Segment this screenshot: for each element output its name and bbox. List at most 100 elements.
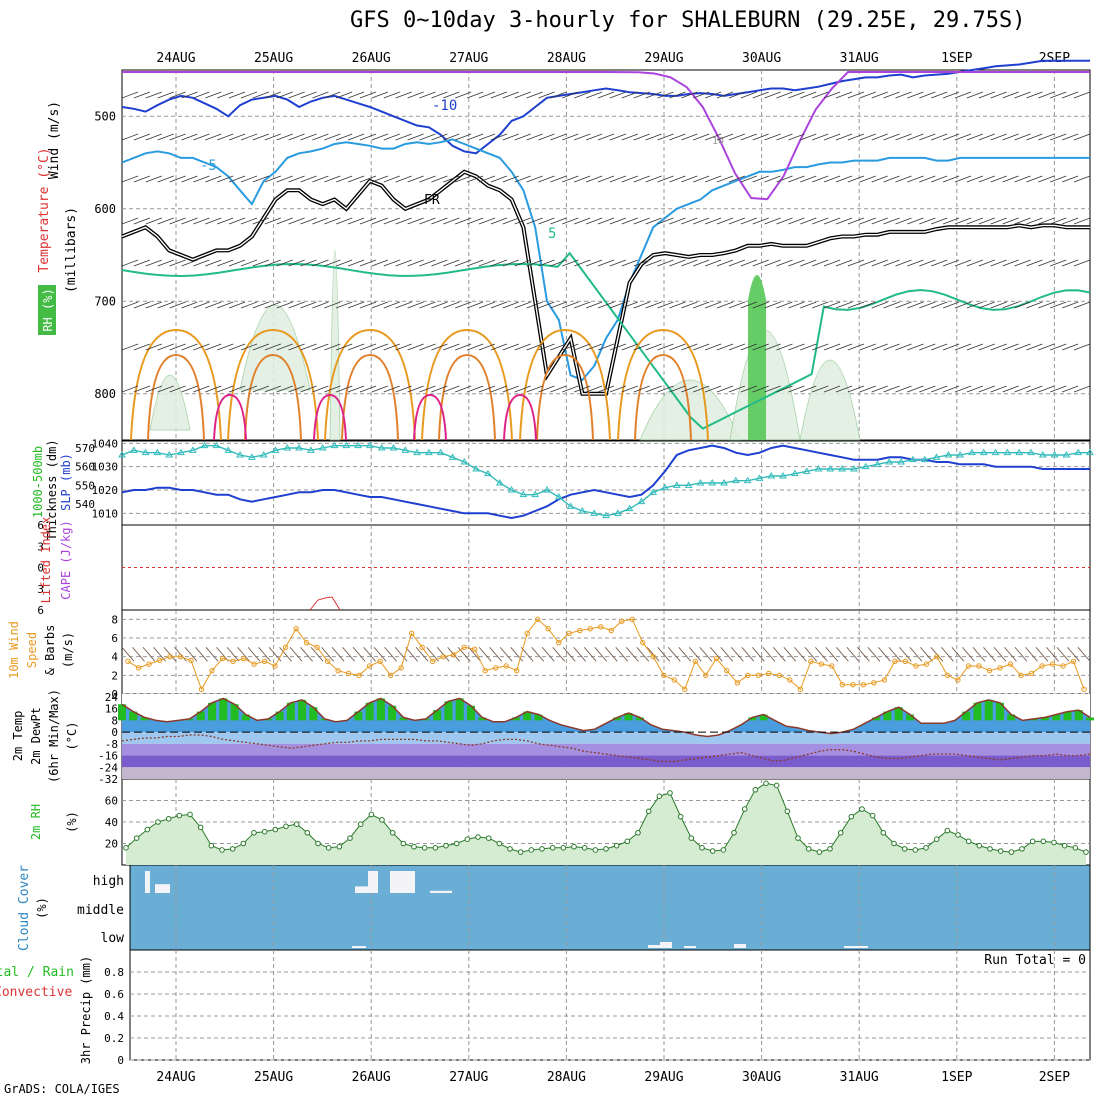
wind-barb bbox=[383, 385, 400, 393]
temp-line bbox=[121, 697, 1091, 738]
wind-barb bbox=[526, 133, 543, 141]
surface-wind-barb bbox=[794, 647, 807, 662]
wind-barb bbox=[217, 385, 234, 393]
wind-barb bbox=[383, 217, 400, 225]
wind-barb bbox=[526, 175, 543, 183]
wind-barb bbox=[502, 343, 519, 351]
wind-speed-marker bbox=[640, 639, 646, 646]
panel-frame bbox=[121, 609, 1091, 695]
wind-barb bbox=[395, 301, 412, 309]
wind-barb bbox=[526, 259, 543, 267]
wind-barb bbox=[657, 217, 674, 225]
wind-barb bbox=[443, 175, 460, 183]
wind-barb bbox=[1061, 175, 1079, 183]
wind-barb bbox=[538, 175, 555, 183]
wind-barb bbox=[562, 133, 579, 141]
wind-barb bbox=[1061, 301, 1079, 309]
rh-marker bbox=[357, 821, 364, 827]
precip-tick-label: 0.6 bbox=[104, 988, 124, 1001]
rh-marker bbox=[720, 847, 727, 853]
surface-wind-barb bbox=[625, 647, 639, 662]
low-cloud-bar bbox=[684, 946, 696, 948]
wind-barb bbox=[1026, 175, 1043, 183]
wind-barb bbox=[431, 259, 448, 267]
rh-marker bbox=[603, 846, 609, 852]
wind-barb bbox=[324, 259, 341, 267]
slp-line bbox=[121, 444, 1090, 520]
wind-barb bbox=[133, 301, 151, 309]
wind-barb bbox=[324, 91, 341, 99]
wind-speed-marker bbox=[661, 672, 667, 679]
low-cloud-bar bbox=[352, 946, 366, 948]
wind-barb bbox=[121, 133, 139, 141]
wind-barb bbox=[407, 217, 424, 225]
rh-marker bbox=[496, 840, 503, 847]
temperature-contour bbox=[519, 328, 611, 441]
wind-speed-marker bbox=[892, 658, 898, 665]
rh-marker bbox=[901, 846, 908, 852]
thickness-marker bbox=[850, 465, 858, 472]
wind-barb bbox=[1026, 301, 1043, 309]
wind-barb bbox=[502, 301, 519, 309]
wind-barb bbox=[942, 259, 960, 267]
wind-barb bbox=[740, 385, 757, 393]
wind-barb bbox=[871, 259, 888, 267]
rh-marker bbox=[709, 848, 716, 854]
wind-speed-marker bbox=[671, 677, 677, 683]
wind-barb bbox=[681, 301, 698, 309]
wind-barb bbox=[1061, 385, 1079, 393]
wind-barb bbox=[942, 217, 960, 225]
rh-marker bbox=[197, 824, 204, 831]
surface-wind-barb bbox=[688, 647, 702, 662]
wind-barb bbox=[859, 343, 876, 351]
thickness-axis-label: Thickness (dm) bbox=[45, 439, 59, 540]
temperature-contour bbox=[503, 393, 537, 441]
cloud-level-label: high bbox=[93, 874, 124, 889]
li-tick-label: 3 bbox=[37, 540, 44, 553]
thickness-tick-label: 540 bbox=[75, 498, 95, 511]
thickness-marker bbox=[578, 507, 587, 514]
wind-speed-marker bbox=[471, 646, 478, 652]
wind-barb bbox=[907, 133, 924, 141]
cape-axis-label: CAPE (J/kg) bbox=[59, 520, 73, 599]
rh-marker bbox=[133, 835, 140, 841]
wind-barb bbox=[371, 259, 389, 267]
wind-barb bbox=[371, 385, 389, 393]
wind-barb bbox=[312, 259, 329, 267]
wind-barb bbox=[383, 175, 400, 183]
wind-barb bbox=[193, 259, 210, 267]
wind-barb bbox=[145, 385, 162, 393]
dewpt-axis-label: 2m DewPt bbox=[29, 707, 43, 765]
wind-barb bbox=[181, 301, 198, 309]
wind-barb bbox=[907, 259, 924, 267]
wind-barb bbox=[752, 385, 769, 393]
wind-barb bbox=[347, 343, 365, 351]
wind-barb bbox=[419, 133, 436, 141]
thickness-marker bbox=[625, 504, 634, 512]
wind-barb bbox=[169, 259, 186, 267]
wind-barb bbox=[371, 343, 389, 351]
wind-barb bbox=[252, 259, 270, 267]
wind-barb bbox=[776, 301, 793, 309]
rh-marker bbox=[560, 845, 567, 851]
thickness-marker bbox=[696, 479, 705, 486]
wind-barb bbox=[502, 91, 519, 99]
wind-barb bbox=[800, 259, 817, 267]
rh-marker bbox=[699, 845, 705, 851]
rh-marker bbox=[379, 817, 385, 823]
wind-barb bbox=[752, 217, 769, 225]
wind-barb bbox=[1050, 217, 1067, 225]
wind-barb bbox=[359, 301, 377, 309]
wind-barb bbox=[966, 301, 984, 309]
wind-barb bbox=[895, 91, 912, 99]
wind-barb bbox=[800, 133, 817, 141]
wind-tick-label: 6 bbox=[111, 632, 118, 645]
surface-wind-barb bbox=[699, 647, 713, 662]
wind-barb bbox=[574, 343, 591, 351]
wind-barb bbox=[931, 385, 948, 393]
wind-barb bbox=[1038, 91, 1055, 99]
wind-barb bbox=[455, 217, 472, 225]
wind-barb bbox=[574, 301, 591, 309]
surface-wind-barb bbox=[426, 647, 440, 662]
